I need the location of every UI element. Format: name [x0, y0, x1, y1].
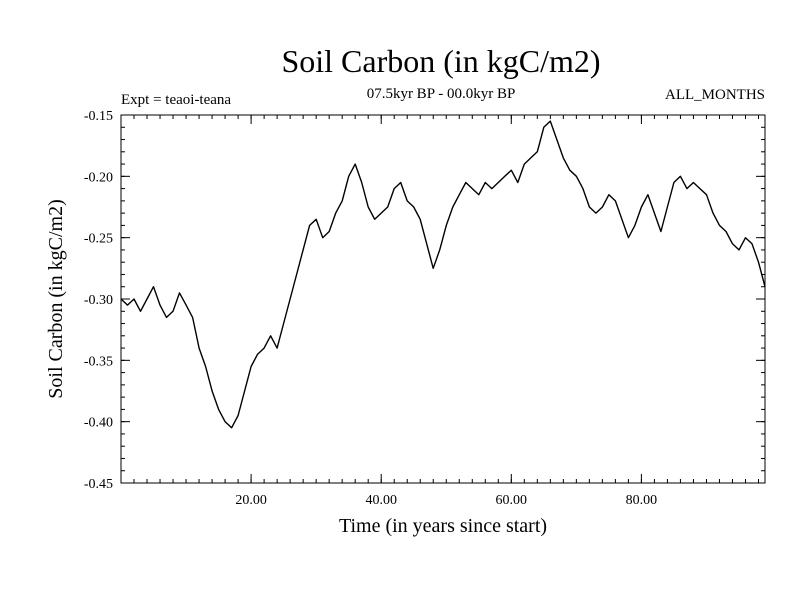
series-layer — [120, 120, 766, 429]
chart-title: Soil Carbon (in kgC/m2) — [281, 43, 600, 79]
x-tick-label: 80.00 — [626, 493, 658, 508]
plot-frame — [120, 114, 766, 484]
chart-subtitle: 07.5kyr BP - 00.0kyr BP — [367, 86, 516, 102]
soil-carbon-line — [120, 120, 766, 429]
y-axis-label: Soil Carbon (in kgC/m2) — [45, 199, 67, 398]
y-tick-label: -0.30 — [84, 293, 113, 308]
y-tick-label: -0.40 — [84, 416, 113, 431]
x-axis-label: Time (in years since start) — [339, 515, 547, 537]
x-tick-labels: 20.00 40.00 60.00 80.00 — [235, 493, 657, 508]
y-tick-label: -0.35 — [84, 354, 113, 369]
y-tick-labels: -0.45 -0.40 -0.35 -0.30 -0.25 -0.20 -0.15 — [84, 109, 113, 492]
x-tick-label: 20.00 — [235, 493, 267, 508]
y-tick-label: -0.15 — [84, 109, 113, 124]
x-tick-label: 60.00 — [496, 493, 528, 508]
y-tick-label: -0.45 — [84, 477, 113, 492]
major-ticks — [121, 114, 765, 484]
minor-ticks — [121, 115, 765, 483]
months-label: ALL_MONTHS — [665, 87, 765, 103]
y-tick-label: -0.25 — [84, 232, 113, 247]
experiment-label: Expt = teaoi-teana — [121, 92, 231, 108]
x-tick-label: 40.00 — [365, 493, 397, 508]
y-tick-label: -0.20 — [84, 170, 113, 185]
